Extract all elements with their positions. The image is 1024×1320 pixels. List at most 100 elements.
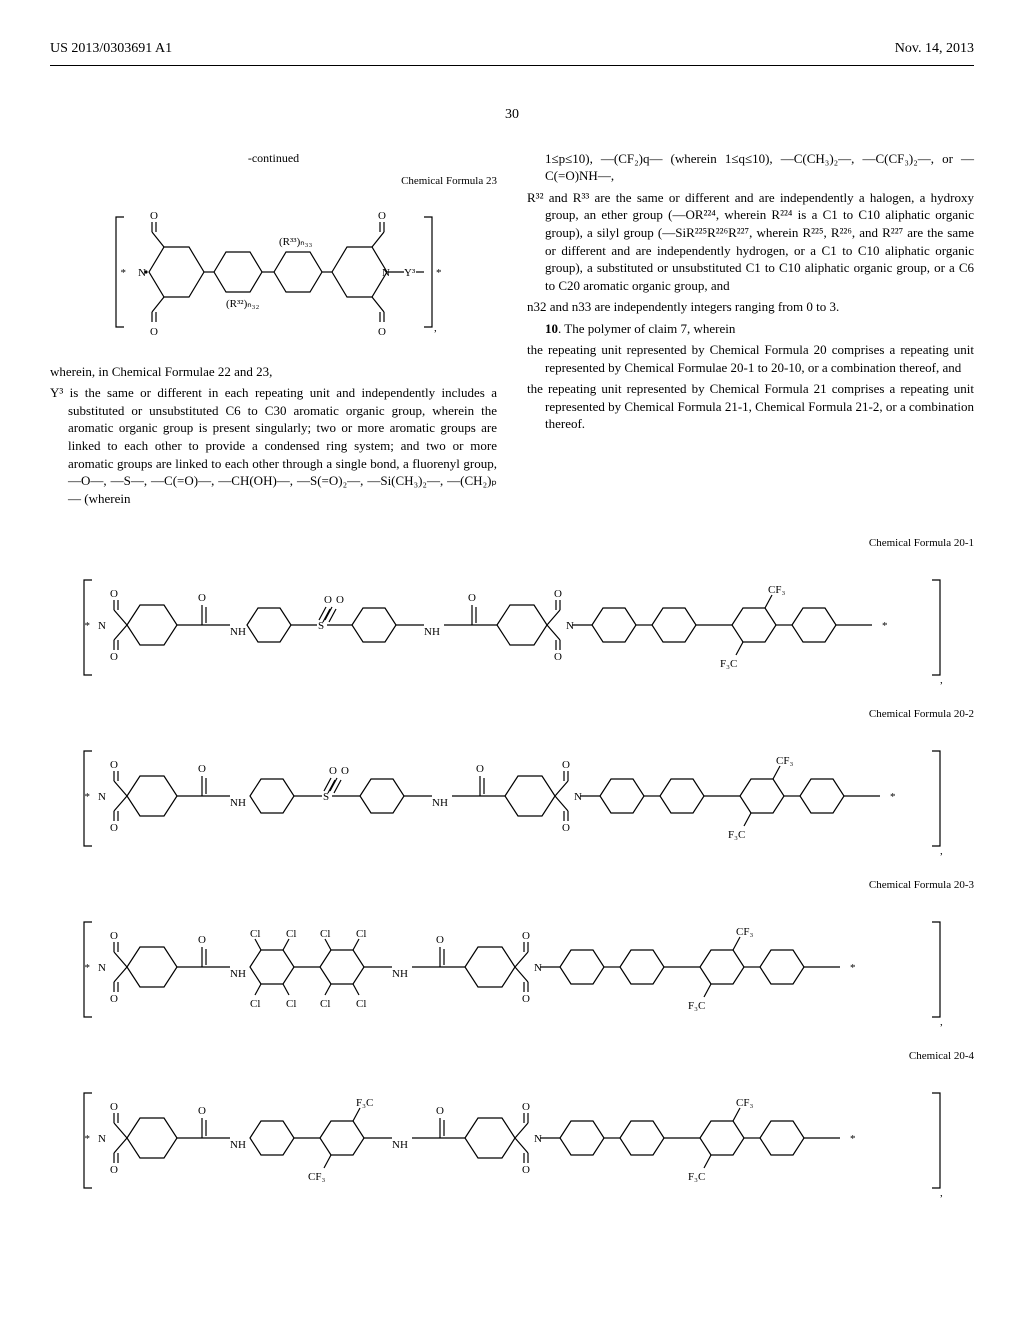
svg-text:NH: NH xyxy=(230,968,246,980)
svg-text:F₃C: F₃C xyxy=(356,1097,373,1109)
svg-text:CF₃: CF₃ xyxy=(736,926,753,938)
svg-text:O: O xyxy=(522,1164,530,1176)
formula-20-2-structure: OO N* O NH S OO NH O OO N CF₃ F₃C * , xyxy=(50,726,974,866)
svg-text:*: * xyxy=(850,962,856,974)
svg-text:O: O xyxy=(110,993,118,1005)
svg-text:N: N xyxy=(534,962,542,974)
claim-10-number: 10 xyxy=(545,321,558,336)
svg-text:CF₃: CF₃ xyxy=(308,1171,325,1183)
svg-text:O: O xyxy=(554,588,562,600)
svg-text:O: O xyxy=(150,326,158,338)
svg-text:O: O xyxy=(562,822,570,834)
svg-text:N: N xyxy=(574,791,582,803)
svg-text:F₃C: F₃C xyxy=(688,1000,705,1012)
svg-text:O: O xyxy=(110,588,118,600)
svg-text:,: , xyxy=(940,1016,943,1028)
formula-20-4-structure: OO N* O NH F₃C CF₃ NH O OO N CF₃ F₃C * , xyxy=(50,1068,974,1208)
claim-10-part-b: the repeating unit represented by Chemic… xyxy=(527,380,974,433)
svg-text:F₃C: F₃C xyxy=(688,1171,705,1183)
header-rule xyxy=(50,65,974,66)
svg-text:,: , xyxy=(434,322,437,334)
y3-definition: Y³ is the same or different in each repe… xyxy=(50,384,497,507)
svg-text:NH: NH xyxy=(432,797,448,809)
svg-text:*: * xyxy=(85,1133,91,1145)
svg-text:O: O xyxy=(554,651,562,663)
svg-text:NH: NH xyxy=(230,797,246,809)
svg-text:O: O xyxy=(198,934,206,946)
svg-text:Cl: Cl xyxy=(356,928,366,940)
svg-text:O: O xyxy=(522,930,530,942)
svg-text:N: N xyxy=(98,791,106,803)
svg-text:*: * xyxy=(85,620,91,632)
svg-text:NH: NH xyxy=(392,1139,408,1151)
n32-n33-definition: n32 and n33 are independently integers r… xyxy=(527,298,974,316)
svg-text:Cl: Cl xyxy=(356,998,366,1010)
svg-text:N: N xyxy=(534,1133,542,1145)
svg-text:O: O xyxy=(436,934,444,946)
svg-text:O: O xyxy=(341,765,349,777)
r32-r33-definition: R³² and R³³ are the same or different an… xyxy=(527,189,974,294)
svg-text:*: * xyxy=(85,791,91,803)
svg-text:N: N xyxy=(98,962,106,974)
svg-text:O: O xyxy=(150,210,158,222)
formula-20-3-label: Chemical Formula 20-3 xyxy=(50,878,974,893)
svg-text:O: O xyxy=(329,765,337,777)
svg-text:,: , xyxy=(940,845,943,857)
svg-text:*: * xyxy=(436,267,442,279)
svg-text:S: S xyxy=(323,791,329,803)
svg-text:O: O xyxy=(324,594,332,606)
svg-text:O: O xyxy=(522,1101,530,1113)
svg-text:Y³: Y³ xyxy=(404,267,416,279)
svg-text:O: O xyxy=(110,1101,118,1113)
svg-text:*: * xyxy=(85,962,91,974)
wherein-text: wherein, in Chemical Formulae 22 and 23, xyxy=(50,363,497,381)
svg-text:*: * xyxy=(882,620,888,632)
svg-text:(R³²)ₙ₃₂: (R³²)ₙ₃₂ xyxy=(226,298,259,310)
svg-text:O: O xyxy=(378,326,386,338)
svg-text:*: * xyxy=(850,1133,856,1145)
right-column: 1≤p≤10), —(CF₂)q— (wherein 1≤q≤10), —C(C… xyxy=(527,150,974,511)
claim-10-intro: . The polymer of claim 7, wherein xyxy=(558,321,735,336)
formula-20-4-label: Chemical 20-4 xyxy=(50,1049,974,1064)
svg-text:O: O xyxy=(110,822,118,834)
svg-text:O: O xyxy=(198,592,206,604)
svg-text:O: O xyxy=(198,763,206,775)
svg-text:F₃C: F₃C xyxy=(728,829,745,841)
formula-20-1-structure: OO N* O NH S OO NH O OO N CF₃ F₃C * , xyxy=(50,555,974,695)
svg-text:CF₃: CF₃ xyxy=(776,755,793,767)
svg-text:O: O xyxy=(110,651,118,663)
svg-text:Cl: Cl xyxy=(286,998,296,1010)
svg-text:N: N xyxy=(566,620,574,632)
formula-23-label: Chemical Formula 23 xyxy=(50,174,497,189)
svg-text:*: * xyxy=(890,791,896,803)
svg-text:NH: NH xyxy=(230,626,246,638)
svg-text:Cl: Cl xyxy=(320,998,330,1010)
claim-10-part-a: the repeating unit represented by Chemic… xyxy=(527,341,974,376)
svg-text:O: O xyxy=(378,210,386,222)
svg-text:,: , xyxy=(940,1187,943,1199)
full-width-formulas: Chemical Formula 20-1 xyxy=(50,536,974,1207)
svg-text:Cl: Cl xyxy=(286,928,296,940)
pub-date: Nov. 14, 2013 xyxy=(895,40,974,59)
svg-text:(R³³)ₙ₃₃: (R³³)ₙ₃₃ xyxy=(279,236,312,248)
svg-text:F₃C: F₃C xyxy=(720,658,737,670)
svg-text:O: O xyxy=(110,1164,118,1176)
continued-label: -continued xyxy=(50,150,497,166)
svg-text:NH: NH xyxy=(392,968,408,980)
svg-text:N: N xyxy=(138,267,146,279)
svg-text:CF₃: CF₃ xyxy=(768,584,785,596)
svg-text:O: O xyxy=(468,592,476,604)
formula-20-2-label: Chemical Formula 20-2 xyxy=(50,707,974,722)
svg-text:S: S xyxy=(318,620,324,632)
claim-10: 10. The polymer of claim 7, wherein xyxy=(527,320,974,338)
svg-text:CF₃: CF₃ xyxy=(736,1097,753,1109)
svg-text:NH: NH xyxy=(230,1139,246,1151)
svg-text:*: * xyxy=(120,267,126,279)
page-number: 30 xyxy=(50,106,974,125)
svg-text:,: , xyxy=(940,674,943,686)
svg-text:O: O xyxy=(198,1105,206,1117)
svg-text:Cl: Cl xyxy=(320,928,330,940)
svg-text:O: O xyxy=(110,759,118,771)
pub-number: US 2013/0303691 A1 xyxy=(50,40,172,59)
formula-20-3-structure: OO N* O NH ClCl ClCl ClCl ClCl NH O OO N… xyxy=(50,897,974,1037)
